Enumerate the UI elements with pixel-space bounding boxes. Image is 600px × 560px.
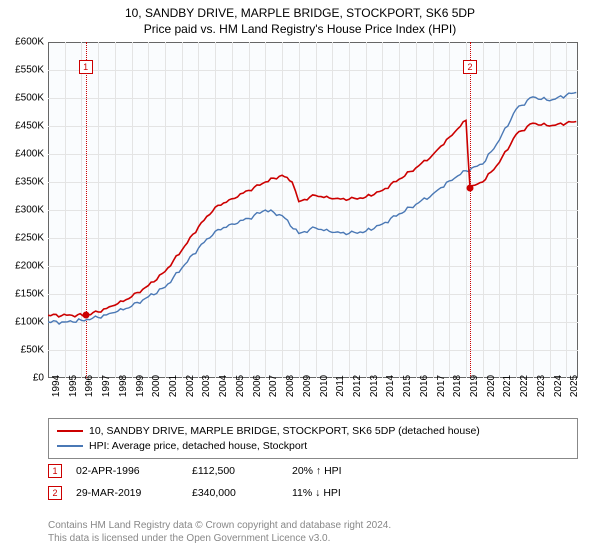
x-tick-label: 2025 [569,375,580,397]
x-tick-label: 2019 [469,375,480,397]
x-tick-label: 2005 [235,375,246,397]
event-date-2: 29-MAR-2019 [72,487,182,499]
x-tick-label: 1994 [51,375,62,397]
event-marker-2: 2 [48,486,62,500]
event-date-1: 02-APR-1996 [72,465,182,477]
y-tick-label: £200K [15,261,44,272]
legend: 10, SANDBY DRIVE, MARPLE BRIDGE, STOCKPO… [48,418,578,459]
x-tick-label: 1995 [68,375,79,397]
x-tick-label: 2001 [168,375,179,397]
y-tick-label: £0 [33,373,44,384]
x-tick-label: 2016 [419,375,430,397]
chart-title: 10, SANDBY DRIVE, MARPLE BRIDGE, STOCKPO… [0,0,600,20]
series-line-hpi [48,92,576,324]
x-tick-label: 2007 [268,375,279,397]
x-tick-label: 2004 [218,375,229,397]
y-tick-label: £50K [21,345,44,356]
footer-line-1: Contains HM Land Registry data © Crown c… [48,520,578,533]
chart-container: 10, SANDBY DRIVE, MARPLE BRIDGE, STOCKPO… [0,0,600,560]
event-marker-1: 1 [48,464,62,478]
legend-swatch-price [57,430,83,432]
x-tick-label: 2006 [252,375,263,397]
event-pct-1: 20% ↑ HPI [292,465,402,477]
x-tick-label: 2010 [319,375,330,397]
footer-line-2: This data is licensed under the Open Gov… [48,533,578,546]
legend-swatch-hpi [57,445,83,447]
chart-subtitle: Price paid vs. HM Land Registry's House … [0,20,600,36]
x-tick-label: 2024 [553,375,564,397]
y-tick-label: £450K [15,121,44,132]
events-table: 1 02-APR-1996 £112,500 20% ↑ HPI 2 29-MA… [48,460,578,504]
x-tick-label: 2011 [335,375,346,397]
y-tick-label: £300K [15,205,44,216]
event-price-1: £112,500 [192,465,282,477]
x-tick-label: 2015 [402,375,413,397]
x-tick-label: 1999 [135,375,146,397]
y-tick-label: £550K [15,65,44,76]
x-tick-label: 2022 [519,375,530,397]
x-tick-label: 2012 [352,375,363,397]
legend-row-hpi: HPI: Average price, detached house, Stoc… [57,438,569,453]
x-tick-label: 2003 [201,375,212,397]
x-tick-label: 2020 [486,375,497,397]
x-tick-label: 2017 [436,375,447,397]
legend-label-hpi: HPI: Average price, detached house, Stoc… [89,440,307,452]
x-tick-label: 2018 [452,375,463,397]
legend-label-price: 10, SANDBY DRIVE, MARPLE BRIDGE, STOCKPO… [89,425,480,437]
y-tick-label: £250K [15,233,44,244]
x-tick-label: 2002 [185,375,196,397]
event-pct-2: 11% ↓ HPI [292,487,402,499]
y-tick-label: £500K [15,93,44,104]
y-tick-label: £150K [15,289,44,300]
x-tick-label: 1998 [118,375,129,397]
chart-svg [48,42,578,378]
x-tick-label: 1997 [101,375,112,397]
x-tick-label: 2023 [536,375,547,397]
x-tick-label: 2021 [502,375,513,397]
y-tick-label: £600K [15,37,44,48]
event-price-2: £340,000 [192,487,282,499]
y-tick-label: £350K [15,177,44,188]
x-tick-label: 2008 [285,375,296,397]
x-tick-label: 1996 [84,375,95,397]
series-line-price_paid [48,120,576,317]
marker-box-1: 1 [79,60,93,74]
x-tick-label: 2000 [151,375,162,397]
x-tick-label: 2013 [369,375,380,397]
footer: Contains HM Land Registry data © Crown c… [48,520,578,545]
marker-box-2: 2 [463,60,477,74]
y-tick-label: £100K [15,317,44,328]
event-row-1: 1 02-APR-1996 £112,500 20% ↑ HPI [48,460,578,482]
chart-area: £0£50K£100K£150K£200K£250K£300K£350K£400… [48,42,578,378]
event-row-2: 2 29-MAR-2019 £340,000 11% ↓ HPI [48,482,578,504]
x-tick-label: 2009 [302,375,313,397]
marker-dot-2 [466,184,473,191]
y-tick-label: £400K [15,149,44,160]
x-tick-label: 2014 [385,375,396,397]
legend-row-price: 10, SANDBY DRIVE, MARPLE BRIDGE, STOCKPO… [57,423,569,438]
marker-dot-1 [82,312,89,319]
